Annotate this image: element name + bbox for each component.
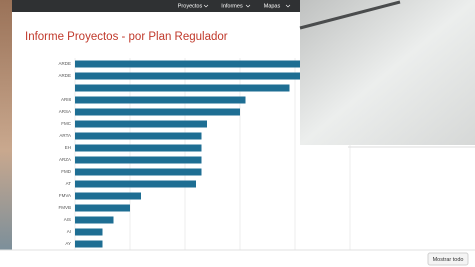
y-tick-label: AY [65,241,71,246]
y-tick-label: AT [66,181,72,186]
y-tick-label: FMC [61,121,71,126]
bar [75,181,196,188]
bar [75,121,207,128]
show-all-label[interactable]: Mostrar todo [433,257,464,263]
y-tick-label: ARI8 [61,97,72,102]
y-tick-label: AI [67,229,71,234]
bar [75,157,202,164]
y-tick-label: ARZA [59,157,71,162]
bar [75,97,246,104]
y-tick-label: ARDE [58,61,71,66]
bar [75,109,240,116]
nav-item[interactable]: Informes [221,3,243,9]
bar [75,229,103,236]
chart-card [12,12,300,250]
page: {"nav": {"items": ["Proyectos", "Informe… [0,0,475,267]
footer-bar [0,250,475,267]
bar [75,193,141,200]
screen: Proyectos Informes Mapas Informe Proyectos… [0,0,475,267]
y-tick-label: EH [65,145,71,150]
bar [75,133,202,140]
bar [75,85,290,92]
y-tick-label: AIS [64,217,71,222]
bar [75,145,202,152]
bar [75,205,130,212]
left-photo [0,0,12,250]
y-tick-label: FMD [61,169,71,174]
y-tick-label: ARSA [59,109,71,114]
y-tick-label: ARDE [58,73,71,78]
nav-item[interactable]: Proyectos [178,3,203,9]
nav-item[interactable]: Mapas [264,3,281,9]
bar [75,169,202,176]
nav-bar [12,0,300,12]
bar [75,61,328,68]
chart-title: Informe Proyectos - por Plan Regulador [25,31,228,43]
bar [75,241,103,248]
y-tick-label: ARTA [59,133,71,138]
y-tick-label: FMVB [58,205,71,210]
bar [75,217,114,224]
bar [75,73,323,80]
y-tick-label: FMVA [59,193,71,198]
